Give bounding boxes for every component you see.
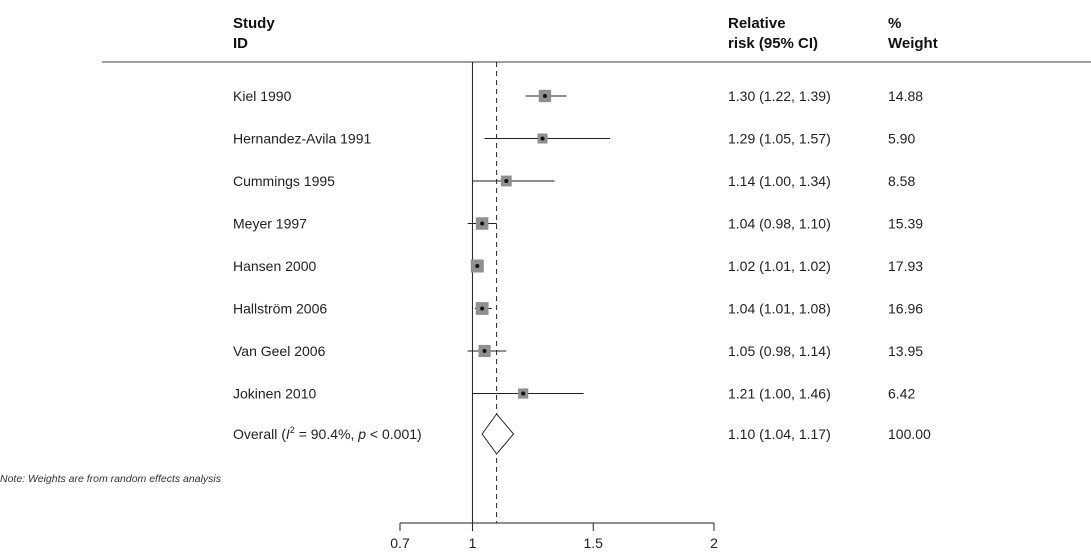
point-estimate-dot (542, 94, 547, 98)
rr-header-line-2: risk (95% CI) (728, 35, 818, 52)
weight-value: 17.93 (888, 258, 923, 274)
study-row: Hernandez-Avila 1991 1.29 (1.05, 1.57) 5.9… (233, 131, 915, 147)
point-estimate-dot (480, 306, 485, 311)
weight-value: 14.88 (888, 88, 923, 104)
point-estimate-dot (540, 136, 545, 141)
study-label: Cummings 1995 (233, 173, 335, 189)
study-row: Cummings 1995 1.14 (1.00, 1.34) 8.58 (233, 173, 915, 189)
point-estimate-dot (480, 221, 485, 226)
study-label: Van Geel 2006 (233, 343, 326, 359)
point-estimate-dot (475, 264, 480, 268)
relative-risk-ci: 1.04 (0.98, 1.10) (728, 216, 831, 232)
overall-label-middle: = 90.4%, (295, 426, 358, 442)
relative-risk-ci: 1.04 (1.01, 1.08) (728, 301, 831, 317)
relative-risk-ci: 1.14 (1.00, 1.34) (728, 173, 831, 189)
rr-header-line-1: Relative (728, 15, 786, 32)
relative-risk-ci: 1.30 (1.22, 1.39) (728, 88, 831, 104)
overall-label-prefix: Overall ( (233, 426, 286, 442)
weight-value: 15.39 (888, 216, 923, 232)
overall-label-tail: < 0.001) (366, 426, 422, 442)
relative-risk-ci: 1.21 (1.00, 1.46) (728, 386, 831, 402)
study-row: Jokinen 2010 1.21 (1.00, 1.46) 6.42 (233, 386, 915, 402)
study-rows: Kiel 1990 1.30 (1.22, 1.39) 14.88 Hernandez… (233, 88, 923, 402)
relative-risk-ci: 1.05 (0.98, 1.14) (728, 343, 831, 359)
study-label: Meyer 1997 (233, 216, 307, 232)
relative-risk-ci: 1.02 (1.01, 1.02) (728, 258, 831, 274)
overall-relative-risk-ci: 1.10 (1.04, 1.17) (728, 426, 831, 442)
i-squared-superscript: 2 (290, 425, 295, 435)
point-estimate-dot (504, 179, 509, 183)
plot-lines (471, 62, 498, 523)
weight-header-line-1: % (888, 15, 901, 32)
study-header-line-1: Study (233, 15, 275, 32)
weight-header-line-2: Weight (888, 35, 938, 52)
note-text: Note: Weights are from random effects an… (0, 473, 222, 485)
study-row: Meyer 1997 1.04 (0.98, 1.10) 15.39 (233, 216, 923, 232)
relative-risk-ci: 1.29 (1.05, 1.57) (728, 131, 831, 147)
weight-value: 6.42 (888, 386, 915, 402)
x-axis-tick-label: 1.5 (583, 535, 603, 551)
overall-row: Overall (I2 = 90.4%, p < 0.001) 1.10 (1.0… (233, 413, 931, 455)
weight-value: 8.58 (888, 173, 915, 189)
study-label: Hansen 2000 (233, 258, 317, 274)
weight-value: 13.95 (888, 343, 923, 359)
study-label: Kiel 1990 (233, 88, 292, 104)
x-axis: 0.7 1 1.5 2 (390, 522, 718, 551)
study-label: Hallström 2006 (233, 301, 327, 317)
study-row: Kiel 1990 1.30 (1.22, 1.39) 14.88 (233, 88, 923, 104)
weight-value: 16.96 (888, 301, 923, 317)
point-estimate-dot (521, 391, 526, 396)
weight-value: 5.90 (888, 131, 915, 147)
x-axis-tick-label: 2 (710, 535, 718, 551)
study-row: Van Geel 2006 1.05 (0.98, 1.14) 13.95 (233, 343, 923, 359)
study-label: Hernandez-Avila 1991 (233, 131, 371, 147)
study-header-line-2: ID (233, 35, 248, 52)
p-symbol: p (357, 426, 366, 442)
i-squared-symbol: I (286, 426, 290, 442)
x-axis-tick-label: 0.7 (390, 535, 410, 551)
study-row: Hansen 2000 1.02 (1.01, 1.02) 17.93 (233, 258, 923, 274)
study-label: Jokinen 2010 (233, 386, 317, 402)
overall-diamond (481, 413, 515, 455)
overall-label: Overall (I2 = 90.4%, p < 0.001) (233, 425, 422, 442)
study-row: Hallström 2006 1.04 (1.01, 1.08) 16.96 (233, 301, 923, 317)
overall-weight-value: 100.00 (888, 426, 931, 442)
x-axis-tick-label: 1 (469, 535, 477, 551)
point-estimate-dot (482, 349, 487, 353)
